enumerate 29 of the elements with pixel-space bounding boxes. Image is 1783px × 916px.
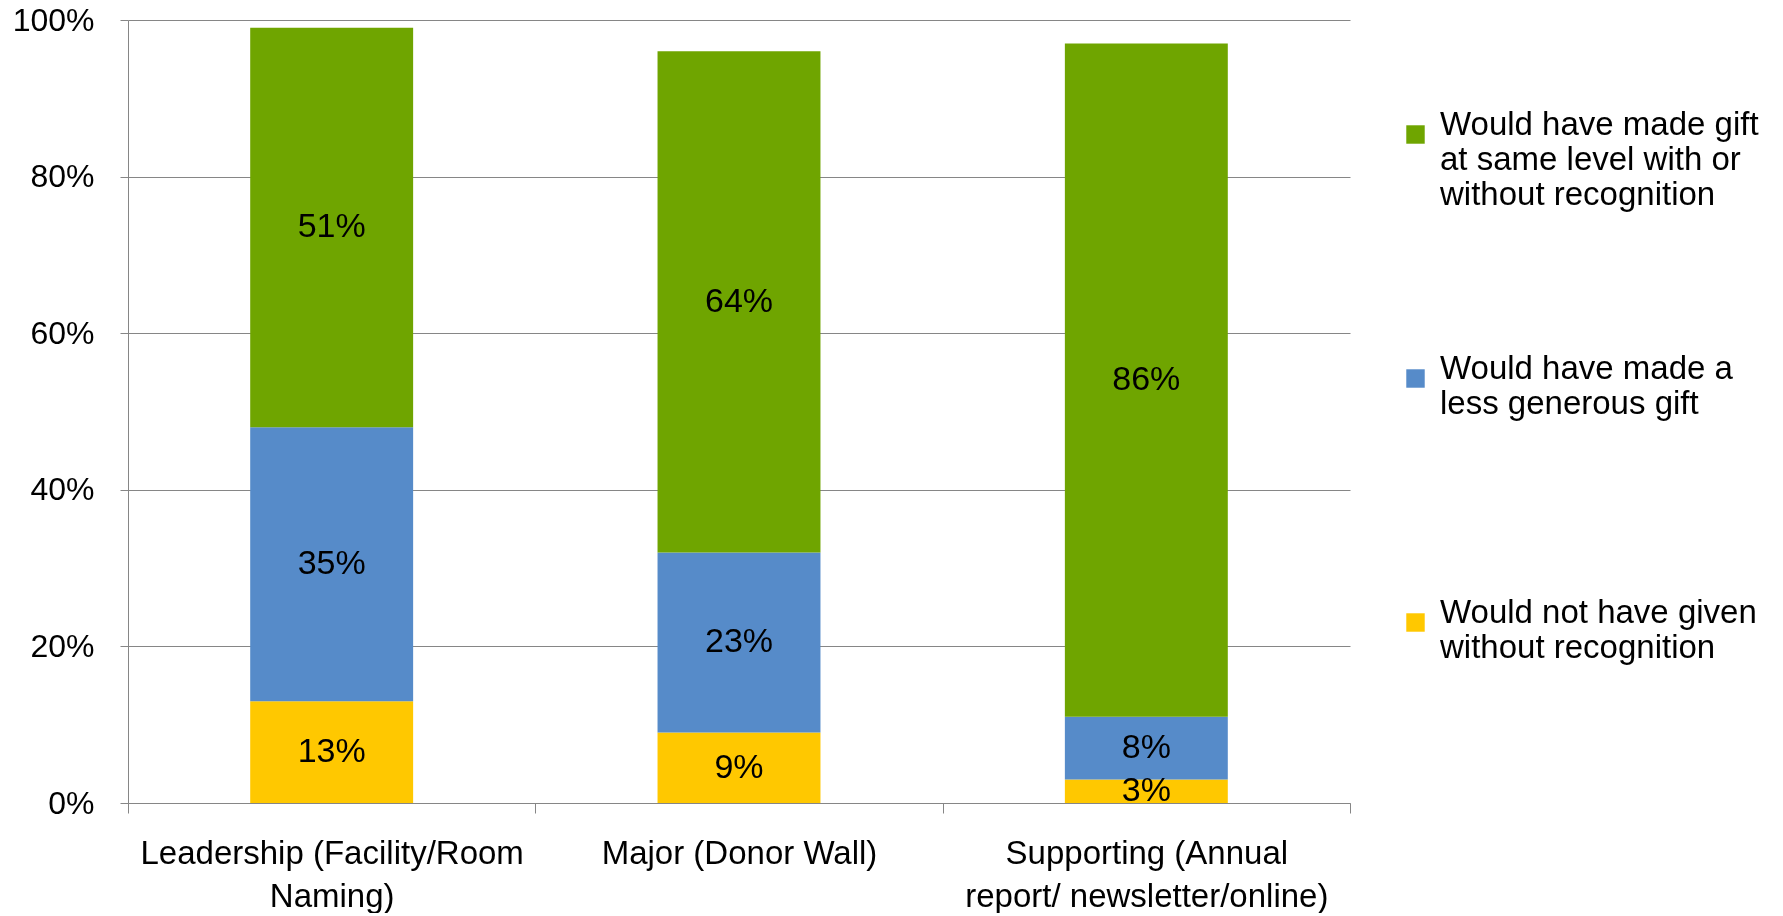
legend-label: Would have made gift at same level with or without recognition [1439, 104, 1759, 212]
x-tick-label: Major (Donor Wall) [601, 833, 878, 871]
legend-label: Would have made a less generous gift [1440, 348, 1734, 421]
data-label: 86% [1112, 359, 1181, 398]
data-label: 3% [1121, 770, 1171, 809]
bar [250, 427, 414, 702]
y-tick-label: 80% [30, 158, 95, 195]
bar [657, 51, 821, 553]
data-label: 35% [297, 543, 366, 582]
x-tick-label: Supporting (Annual report/ newsletter/online) [965, 833, 1329, 914]
y-tick-label: 60% [30, 314, 95, 351]
y-tick-label: 0% [48, 784, 95, 821]
bar [1064, 716, 1228, 780]
x-tick-label: Leadership (Facility/Room Naming) [140, 833, 524, 914]
data-label: 51% [297, 206, 366, 245]
legend-label: Would not have given without recognition [1439, 592, 1757, 665]
bar [250, 701, 414, 803]
bar [250, 27, 414, 428]
data-label: 8% [1121, 727, 1171, 766]
y-tick-label: 100% [12, 1, 95, 38]
y-tick-label: 20% [30, 627, 95, 664]
y-tick-label: 40% [30, 471, 95, 508]
bar [1064, 43, 1228, 717]
data-label: 13% [297, 731, 366, 770]
data-label: 9% [714, 746, 764, 785]
data-label: 23% [704, 621, 774, 660]
bar [657, 552, 821, 733]
bar [657, 732, 821, 803]
data-label: 64% [704, 280, 774, 319]
